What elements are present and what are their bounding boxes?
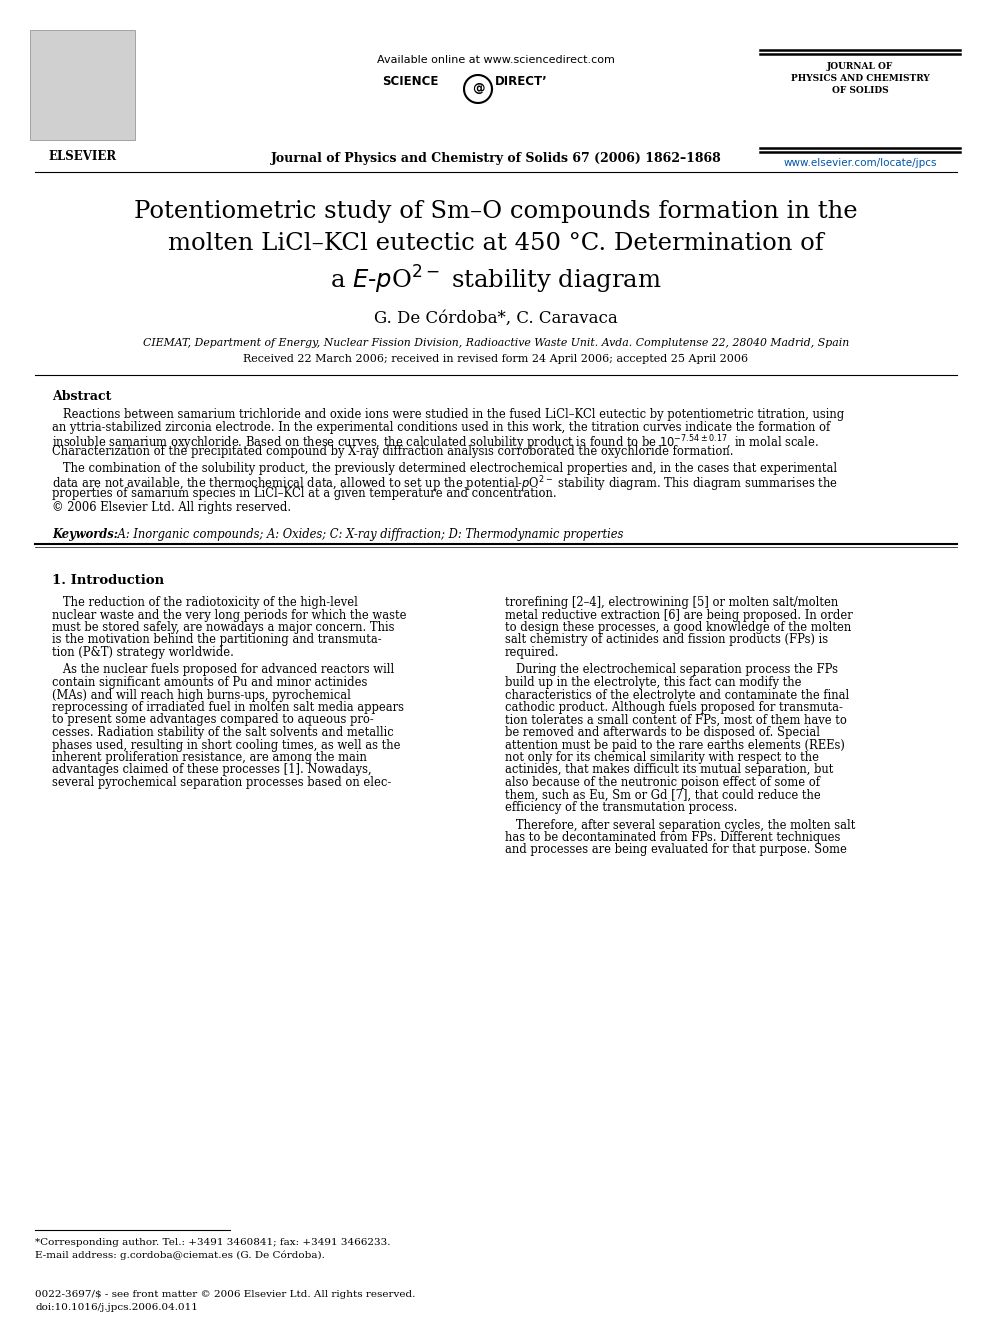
Text: trorefining [2–4], electrowining [5] or molten salt/molten: trorefining [2–4], electrowining [5] or … bbox=[505, 595, 838, 609]
Text: to present some advantages compared to aqueous pro-: to present some advantages compared to a… bbox=[52, 713, 374, 726]
Text: CIEMAT, Department of Energy, Nuclear Fission Division, Radioactive Waste Unit. : CIEMAT, Department of Energy, Nuclear Fi… bbox=[143, 337, 849, 348]
Text: molten LiCl–KCl eutectic at 450 °C. Determination of: molten LiCl–KCl eutectic at 450 °C. Dete… bbox=[169, 232, 823, 255]
Text: www.elsevier.com/locate/jpcs: www.elsevier.com/locate/jpcs bbox=[784, 157, 936, 168]
Text: © 2006 Elsevier Ltd. All rights reserved.: © 2006 Elsevier Ltd. All rights reserved… bbox=[52, 500, 291, 513]
Text: actinides, that makes difficult its mutual separation, but: actinides, that makes difficult its mutu… bbox=[505, 763, 833, 777]
Text: DIRECT’: DIRECT’ bbox=[495, 75, 548, 89]
Text: metal reductive extraction [6] are being proposed. In order: metal reductive extraction [6] are being… bbox=[505, 609, 853, 622]
Text: E-mail address: g.cordoba@ciemat.es (G. De Córdoba).: E-mail address: g.cordoba@ciemat.es (G. … bbox=[35, 1250, 324, 1259]
Text: properties of samarium species in LiCl–KCl at a given temperature and concentrat: properties of samarium species in LiCl–K… bbox=[52, 487, 557, 500]
Text: data are not available, the thermochemical data, allowed to set up the potential: data are not available, the thermochemic… bbox=[52, 475, 838, 493]
Text: cathodic product. Although fuels proposed for transmuta-: cathodic product. Although fuels propose… bbox=[505, 701, 843, 714]
Text: The combination of the solubility product, the previously determined electrochem: The combination of the solubility produc… bbox=[52, 462, 837, 475]
Text: required.: required. bbox=[505, 646, 559, 659]
Text: Available online at www.sciencedirect.com: Available online at www.sciencedirect.co… bbox=[377, 56, 615, 65]
Text: must be stored safely, are nowadays a major concern. This: must be stored safely, are nowadays a ma… bbox=[52, 620, 395, 634]
Text: As the nuclear fuels proposed for advanced reactors will: As the nuclear fuels proposed for advanc… bbox=[52, 664, 394, 676]
Text: Reactions between samarium trichloride and oxide ions were studied in the fused : Reactions between samarium trichloride a… bbox=[52, 407, 844, 421]
Text: phases used, resulting in short cooling times, as well as the: phases used, resulting in short cooling … bbox=[52, 738, 401, 751]
Text: them, such as Eu, Sm or Gd [7], that could reduce the: them, such as Eu, Sm or Gd [7], that cou… bbox=[505, 789, 820, 802]
Text: insoluble samarium oxychloride. Based on these curves, the calculated solubility: insoluble samarium oxychloride. Based on… bbox=[52, 433, 818, 452]
Text: The reduction of the radiotoxicity of the high-level: The reduction of the radiotoxicity of th… bbox=[52, 595, 358, 609]
Text: *Corresponding author. Tel.: +3491 3460841; fax: +3491 3466233.: *Corresponding author. Tel.: +3491 34608… bbox=[35, 1238, 391, 1248]
Text: be removed and afterwards to be disposed of. Special: be removed and afterwards to be disposed… bbox=[505, 726, 820, 740]
Text: nuclear waste and the very long periods for which the waste: nuclear waste and the very long periods … bbox=[52, 609, 407, 622]
Text: a $\it{E}$-$\it{p}$O$^{2-}$ stability diagram: a $\it{E}$-$\it{p}$O$^{2-}$ stability di… bbox=[330, 265, 662, 296]
Text: Journal of Physics and Chemistry of Solids 67 (2006) 1862–1868: Journal of Physics and Chemistry of Soli… bbox=[271, 152, 721, 165]
Text: doi:10.1016/j.jpcs.2006.04.011: doi:10.1016/j.jpcs.2006.04.011 bbox=[35, 1303, 197, 1312]
Text: contain significant amounts of Pu and minor actinides: contain significant amounts of Pu and mi… bbox=[52, 676, 367, 689]
Text: inherent proliferation resistance, are among the main: inherent proliferation resistance, are a… bbox=[52, 751, 367, 763]
Text: reprocessing of irradiated fuel in molten salt media appears: reprocessing of irradiated fuel in molte… bbox=[52, 701, 404, 714]
FancyBboxPatch shape bbox=[30, 30, 135, 140]
Text: PHYSICS AND CHEMISTRY: PHYSICS AND CHEMISTRY bbox=[791, 74, 930, 83]
Text: 0022-3697/$ - see front matter © 2006 Elsevier Ltd. All rights reserved.: 0022-3697/$ - see front matter © 2006 El… bbox=[35, 1290, 416, 1299]
Text: Therefore, after several separation cycles, the molten salt: Therefore, after several separation cycl… bbox=[505, 819, 855, 831]
Text: also because of the neutronic poison effect of some of: also because of the neutronic poison eff… bbox=[505, 777, 820, 789]
Text: Abstract: Abstract bbox=[52, 390, 111, 404]
Text: SCIENCE: SCIENCE bbox=[382, 75, 438, 89]
Text: has to be decontaminated from FPs. Different techniques: has to be decontaminated from FPs. Diffe… bbox=[505, 831, 840, 844]
Text: tion tolerates a small content of FPs, most of them have to: tion tolerates a small content of FPs, m… bbox=[505, 713, 847, 726]
Text: Keywords:: Keywords: bbox=[52, 528, 118, 541]
Text: A: Inorganic compounds; A: Oxides; C: X-ray diffraction; D: Thermodynamic proper: A: Inorganic compounds; A: Oxides; C: X-… bbox=[114, 528, 623, 541]
Text: @: @ bbox=[472, 82, 484, 95]
Text: Characterization of the precipitated compound by X-ray diffraction analysis corr: Characterization of the precipitated com… bbox=[52, 446, 733, 459]
Text: efficiency of the transmutation process.: efficiency of the transmutation process. bbox=[505, 800, 737, 814]
Text: several pyrochemical separation processes based on elec-: several pyrochemical separation processe… bbox=[52, 777, 391, 789]
Polygon shape bbox=[464, 75, 492, 103]
Text: Received 22 March 2006; received in revised form 24 April 2006; accepted 25 Apri: Received 22 March 2006; received in revi… bbox=[243, 355, 749, 364]
Text: JOURNAL OF: JOURNAL OF bbox=[827, 62, 893, 71]
Text: cesses. Radiation stability of the salt solvents and metallic: cesses. Radiation stability of the salt … bbox=[52, 726, 394, 740]
Text: advantages claimed of these processes [1]. Nowadays,: advantages claimed of these processes [1… bbox=[52, 763, 372, 777]
Text: 1. Introduction: 1. Introduction bbox=[52, 574, 164, 587]
Text: is the motivation behind the partitioning and transmuta-: is the motivation behind the partitionin… bbox=[52, 634, 382, 647]
Text: an yttria-stabilized zirconia electrode. In the experimental conditions used in : an yttria-stabilized zirconia electrode.… bbox=[52, 421, 830, 434]
Text: tion (P&T) strategy worldwide.: tion (P&T) strategy worldwide. bbox=[52, 646, 234, 659]
Text: ELSEVIER: ELSEVIER bbox=[49, 149, 117, 163]
Text: build up in the electrolyte, this fact can modify the: build up in the electrolyte, this fact c… bbox=[505, 676, 802, 689]
Text: Potentiometric study of Sm–O compounds formation in the: Potentiometric study of Sm–O compounds f… bbox=[134, 200, 858, 224]
Text: attention must be paid to the rare earths elements (REEs): attention must be paid to the rare earth… bbox=[505, 738, 845, 751]
Text: to design these processes, a good knowledge of the molten: to design these processes, a good knowle… bbox=[505, 620, 851, 634]
Text: G. De Córdoba*, C. Caravaca: G. De Córdoba*, C. Caravaca bbox=[374, 310, 618, 327]
Text: OF SOLIDS: OF SOLIDS bbox=[831, 86, 888, 95]
Text: salt chemistry of actinides and fission products (FPs) is: salt chemistry of actinides and fission … bbox=[505, 634, 828, 647]
Text: and processes are being evaluated for that purpose. Some: and processes are being evaluated for th… bbox=[505, 844, 847, 856]
Text: characteristics of the electrolyte and contaminate the final: characteristics of the electrolyte and c… bbox=[505, 688, 849, 701]
Text: (MAs) and will reach high burns-ups, pyrochemical: (MAs) and will reach high burns-ups, pyr… bbox=[52, 688, 351, 701]
Text: not only for its chemical similarity with respect to the: not only for its chemical similarity wit… bbox=[505, 751, 819, 763]
Text: During the electrochemical separation process the FPs: During the electrochemical separation pr… bbox=[505, 664, 838, 676]
